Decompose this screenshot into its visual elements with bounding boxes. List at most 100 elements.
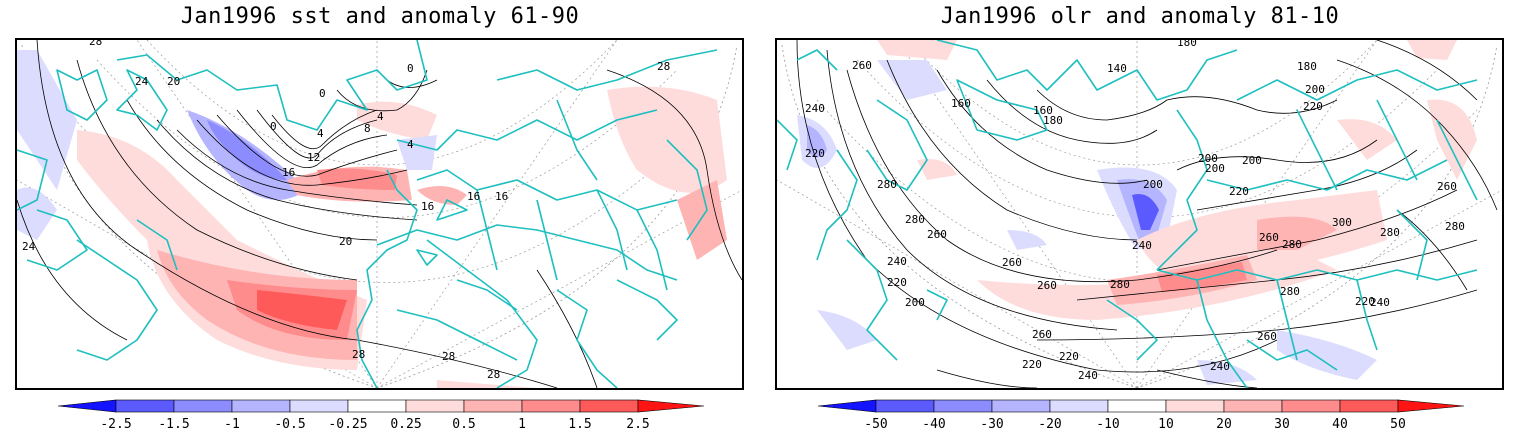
right-map-frame: 260 240 220 280 280 260 240 220 200 160 … (775, 38, 1504, 390)
anomaly-shading (17, 50, 727, 388)
contour-label: 200 (1143, 178, 1163, 191)
contour-label: 4 (377, 110, 384, 123)
colorbar-swatch (875, 399, 935, 413)
colorbar-swatch (347, 399, 407, 413)
colorbar-swatch (231, 399, 291, 413)
contour-label: 28 (89, 40, 102, 48)
contour-label: 4 (407, 138, 414, 151)
contour-label: 280 (877, 178, 897, 191)
colorbar-swatch (579, 399, 639, 413)
colorbar-swatch (991, 399, 1051, 413)
contour-label: 260 (1032, 328, 1052, 341)
contour-label: 24 (22, 240, 36, 253)
contour-label: 280 (1380, 226, 1400, 239)
contour-label: 160 (1033, 104, 1053, 117)
contour-label: 240 (1210, 360, 1230, 373)
coastlines (777, 40, 1478, 388)
colorbar-swatch (521, 399, 581, 413)
colorbar-tick-label: -40 (922, 417, 945, 430)
contour-label: 240 (1370, 296, 1390, 309)
colorbar-arrow-high (1397, 399, 1465, 413)
contour-label: 220 (1229, 185, 1249, 198)
contour-label: 4 (317, 127, 324, 140)
colorbar-tick-label: 1.5 (568, 417, 591, 430)
contour-label: 200 (1198, 152, 1218, 165)
contour-label: 0 (407, 62, 414, 75)
colorbar-tick-label: -0.5 (274, 417, 305, 430)
right-colorbar-svg: -50 -40 -30 -20 -10 10 20 30 40 50 (817, 399, 1465, 430)
contour-label: 280 (905, 213, 925, 226)
colorbar-tick-label: -20 (1038, 417, 1061, 430)
colorbar-swatch (1281, 399, 1341, 413)
colorbar-swatch (933, 399, 993, 413)
left-colorbar-svg: -2.5 -1.5 -1 -0.5 -0.25 0.25 0.5 1 1.5 2.5 (57, 399, 705, 430)
contour-label: 220 (1355, 295, 1375, 308)
left-colorbar: -2.5 -1.5 -1 -0.5 -0.25 0.25 0.5 1 1.5 2.5 (57, 398, 705, 430)
colorbar-tick-label: 0.5 (452, 417, 475, 430)
colorbar-arrow-low (57, 399, 117, 413)
contour-label: 260 (1259, 231, 1279, 244)
contour-label: 260 (927, 228, 947, 241)
colorbar-tick-label: -30 (980, 417, 1003, 430)
contour-label: 260 (1002, 256, 1022, 269)
colorbar-tick-label: 40 (1332, 417, 1348, 430)
anomaly-shading (797, 40, 1477, 385)
colorbar-swatch (1107, 399, 1167, 413)
contour-label: 28 (352, 348, 365, 361)
contour-label: 300 (1332, 216, 1352, 229)
contour-label: 8 (364, 122, 371, 135)
colorbar-tick-label: -0.25 (328, 417, 367, 430)
colorbar-tick-label: -1.5 (158, 417, 189, 430)
colorbar-tick-label: -50 (864, 417, 887, 430)
colorbar-tick-label: 2.5 (626, 417, 649, 430)
contour-label: 220 (805, 147, 825, 160)
right-map-title: Jan1996 olr and anomaly 81-10 (940, 4, 1340, 29)
contour-label: 140 (1107, 62, 1127, 75)
contour-label: 28 (487, 368, 500, 381)
colorbar-swatch (405, 399, 465, 413)
colorbar-arrow-high (637, 399, 705, 413)
contour-label: 220 (1059, 350, 1079, 363)
contour-label: 180 (1297, 60, 1317, 73)
colorbar-arrow-low (817, 399, 877, 413)
contour-label: 260 (852, 59, 872, 72)
contour-label: 280 (1110, 278, 1130, 291)
contour-label: 0 (319, 87, 326, 100)
contour-label: 280 (1445, 220, 1465, 233)
colorbar-swatch (463, 399, 523, 413)
coastlines (17, 40, 718, 388)
contour-label: 220 (1303, 100, 1323, 113)
contour-label: 260 (1037, 279, 1057, 292)
contour-label: 20 (339, 235, 352, 248)
contour-label: 240 (805, 102, 825, 115)
contour-label: 24 (135, 75, 149, 88)
colorbar-swatch (173, 399, 233, 413)
colorbar-tick-label: 20 (1216, 417, 1232, 430)
contour-label: 220 (1022, 358, 1042, 371)
contour-label: 240 (1132, 239, 1152, 252)
colorbar-swatch (1165, 399, 1225, 413)
contour-label: 240 (1078, 369, 1098, 382)
contour-label: 280 (1282, 238, 1302, 251)
contour-label: 16 (495, 190, 508, 203)
contour-label: 200 (1305, 83, 1325, 96)
contour-label: 160 (951, 97, 971, 110)
colorbar-swatch (1049, 399, 1109, 413)
colorbar-tick-label: -10 (1096, 417, 1119, 430)
colorbar-tick-label: -2.5 (100, 417, 131, 430)
contour-label: 16 (467, 190, 480, 203)
contour-label: 28 (442, 350, 455, 363)
contour-label: 200 (905, 296, 925, 309)
map-boundary (781, 44, 1498, 388)
contour-label: 200 (1242, 154, 1262, 167)
colorbar-swatch (1339, 399, 1399, 413)
contour-label: 0 (270, 120, 277, 133)
contour-label: 280 (1280, 285, 1300, 298)
contour-label: 240 (887, 255, 907, 268)
colorbar-tick-label: 30 (1274, 417, 1290, 430)
colorbar-swatch (115, 399, 175, 413)
colorbar-tick-label: 1 (518, 417, 526, 430)
olr-map: 260 240 220 280 280 260 240 220 200 160 … (777, 40, 1502, 388)
right-colorbar: -50 -40 -30 -20 -10 10 20 30 40 50 (817, 398, 1465, 430)
contour-labels: 28 24 20 0 0 4 4 8 12 16 16 16 20 24 28 … (22, 40, 670, 381)
